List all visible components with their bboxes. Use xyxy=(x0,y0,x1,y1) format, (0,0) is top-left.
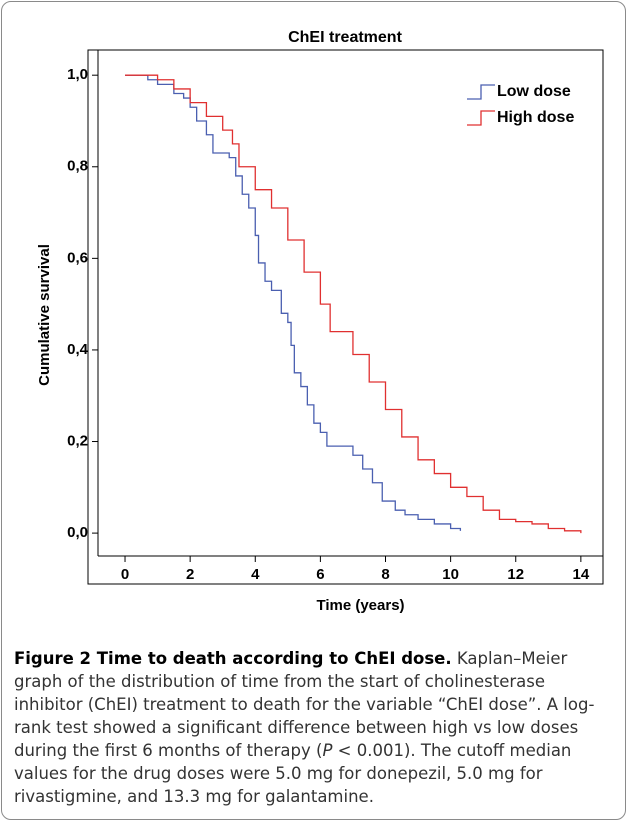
caption-title: Figure 2 Time to death according to ChEI… xyxy=(14,649,452,668)
legend-label: Low dose xyxy=(497,83,571,100)
x-tick-label: 0 xyxy=(121,566,129,583)
legend-label: High dose xyxy=(497,109,574,126)
chart: ChEI treatment Time (years) Cumulative s… xyxy=(36,29,604,614)
y-tick-label: 0,0 xyxy=(67,524,88,541)
chart-title: ChEI treatment xyxy=(288,29,402,46)
x-tick-label: 4 xyxy=(251,566,260,583)
x-tick-label: 2 xyxy=(186,566,194,583)
caption-text: < 0.001). The cutoff median values for t… xyxy=(14,741,572,806)
caption: Figure 2 Time to death according to ChEI… xyxy=(14,647,614,808)
x-tick-label: 12 xyxy=(507,566,524,583)
caption-italic: P xyxy=(322,741,333,760)
x-tick-label: 8 xyxy=(381,566,389,583)
x-tick-label: 6 xyxy=(316,566,324,583)
y-tick-label: 0,6 xyxy=(67,249,88,266)
chart-box xyxy=(87,49,604,585)
caption-text: Kaplan–Meier graph of the distribution o… xyxy=(14,649,595,760)
y-tick-label: 0,4 xyxy=(67,341,89,358)
x-tick-label: 10 xyxy=(442,566,459,583)
y-tick-label: 1,0 xyxy=(67,66,88,83)
survival-curve xyxy=(125,74,582,534)
y-tick-label: 0,2 xyxy=(67,432,88,449)
legend-swatch xyxy=(467,110,495,126)
x-axis-label: Time (years) xyxy=(316,597,404,614)
y-tick-label: 0,8 xyxy=(67,158,88,175)
legend-swatch xyxy=(467,84,495,100)
x-tick-label: 14 xyxy=(573,566,590,583)
y-axis-label: Cumulative survival xyxy=(36,244,53,386)
survival-curve xyxy=(125,74,462,531)
